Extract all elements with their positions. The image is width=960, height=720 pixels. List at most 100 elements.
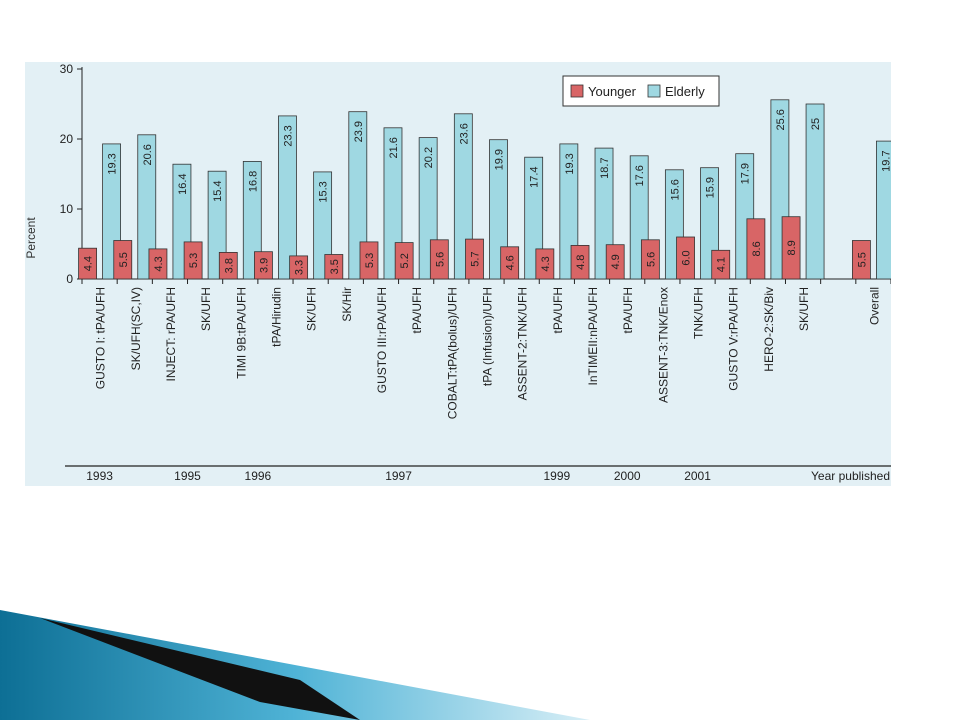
x-tick-label: GUSTO I: tPA/UFH [94, 287, 108, 389]
bottom-wedge-decoration [0, 610, 590, 720]
legend-label: Elderly [665, 84, 705, 99]
y-axis-label: Percent [25, 217, 38, 259]
data-label-elderly: 23.6 [458, 123, 470, 144]
bar-younger [711, 249, 731, 280]
x-tick-label: ASSENT-2:TNK/UFH [516, 287, 530, 400]
legend-box [562, 75, 720, 107]
wedge-dark [40, 618, 360, 720]
bar-elderly [489, 139, 508, 280]
x-tick-label: tPA/UFH [551, 287, 565, 333]
year-axis-title: Year published [811, 469, 890, 483]
bar-younger [676, 236, 695, 280]
wedge-light [0, 610, 590, 720]
bar-younger [289, 255, 309, 280]
data-label-elderly: 15.4 [212, 180, 224, 201]
bar-younger [465, 238, 484, 280]
bar-younger [113, 240, 133, 280]
data-label-elderly: 15.6 [669, 179, 681, 200]
data-label-elderly: 17.9 [740, 163, 752, 184]
data-label-younger: 8.6 [751, 241, 763, 256]
bar-elderly [278, 115, 297, 280]
data-label-younger: 5.6 [645, 252, 657, 267]
data-label-younger: 4.4 [83, 256, 95, 271]
data-label-younger: 4.6 [505, 255, 517, 270]
bars-group: 4.4 19.3 5.5 20.6 4.3 16.4 5.3 15.4 3.8 16.8 3.9 23… [78, 99, 895, 280]
data-label-elderly: 25.6 [775, 109, 787, 130]
data-label-elderly: 23.3 [282, 125, 294, 146]
bar-younger [148, 248, 168, 280]
data-label-younger: 5.6 [434, 252, 446, 267]
data-label-younger: 8.9 [786, 240, 798, 255]
legend: Younger Elderly [562, 75, 720, 107]
data-label-younger: 5.3 [188, 253, 200, 268]
y-tick-label: 0 [66, 272, 73, 286]
bar-younger [359, 241, 379, 280]
x-tick-label: INJECT: rPA/UFH [164, 287, 178, 381]
year-label: 1996 [245, 469, 272, 483]
data-label-younger: 4.8 [575, 255, 587, 270]
bar-younger [78, 247, 97, 280]
bar-younger [570, 244, 590, 280]
x-tick-label: InTIMEII:nPA/UFH [586, 287, 600, 385]
bar-younger [640, 239, 660, 280]
data-label-elderly: 19.3 [564, 153, 576, 174]
data-label-younger: 3.8 [223, 258, 235, 273]
data-label-elderly: 15.9 [705, 177, 717, 198]
legend-swatch [570, 84, 584, 98]
figure-panel: Percent 0 10 20 30 4.4 19.3 5.5 20.6 4.3 16.4 5.3… [24, 62, 895, 486]
legend-swatch [647, 84, 661, 98]
bar-younger [535, 248, 555, 280]
x-tick-label: SK/UFH [199, 287, 213, 331]
x-tick-label: tPA/UFH [410, 287, 424, 333]
x-tick-label: SK/UFH [797, 287, 811, 331]
bar-elderly [348, 111, 368, 280]
bar-younger [500, 246, 520, 280]
data-label-younger: 4.1 [716, 257, 728, 272]
bar-younger [394, 242, 414, 280]
data-label-younger: 4.3 [540, 256, 552, 271]
bar-younger [429, 239, 449, 280]
x-tick-label: tPA (Infusion)/UFH [481, 287, 495, 386]
data-label-elderly: 16.8 [247, 171, 259, 192]
data-label-younger: 5.7 [470, 251, 482, 266]
data-label-younger: 4.3 [153, 256, 165, 271]
legend-label: Younger [588, 84, 637, 99]
bar-younger [218, 251, 238, 280]
data-label-younger: 3.3 [294, 260, 306, 275]
x-tick-label: SK/UFH [305, 287, 319, 331]
data-label-younger: 3.5 [329, 259, 341, 274]
x-tick-label: tPA/Hirudin [269, 287, 283, 347]
bar-elderly [137, 134, 157, 280]
data-label-younger: 6.0 [681, 250, 693, 265]
x-tick-label: TIMI 9B:tPA/UFH [234, 287, 248, 379]
bar-elderly [242, 161, 262, 280]
bar-younger [781, 216, 801, 280]
bar-younger [254, 251, 273, 280]
data-label-younger: 5.2 [399, 253, 411, 268]
bar-younger [324, 254, 344, 280]
data-label-elderly: 17.4 [529, 166, 541, 187]
bar-chart: Percent 0 10 20 30 4.4 19.3 5.5 20.6 4.3 16.4 5.3… [24, 62, 895, 486]
data-label-elderly: 19.9 [494, 149, 506, 170]
x-tick-label: GUSTO V:rPA/UFH [727, 287, 741, 391]
data-label-younger: 3.9 [258, 258, 270, 273]
data-label-elderly: 18.7 [599, 157, 611, 178]
data-label-elderly: 15.3 [318, 181, 330, 202]
year-label: 2001 [684, 469, 711, 483]
year-axis: 1993 1995 1996 1997 1999 2000 2001 Year publish… [65, 465, 891, 483]
bar-younger [605, 244, 625, 280]
year-label: 1999 [543, 469, 570, 483]
bar-younger [746, 218, 766, 280]
x-tick-label: COBALT:tPA(bolus)/UFH [445, 287, 459, 419]
x-axis-labels: GUSTO I: tPA/UFH SK/UFH(SC,IV) INJECT: rPA… [81, 279, 892, 419]
x-tick-label: SK/Hir [340, 287, 354, 322]
y-tick-label: 10 [60, 202, 74, 216]
bar-elderly [383, 127, 403, 280]
data-label-elderly: 19.3 [107, 153, 119, 174]
x-tick-label: ASSENT-3:TNK/Enox [656, 287, 670, 403]
x-tick-label: GUSTO III:rPA/UFH [375, 287, 389, 393]
bar-elderly [313, 171, 333, 280]
x-tick-label: TNK/UFH [692, 287, 706, 339]
x-tick-label: SK/UFH(SC,IV) [129, 287, 143, 370]
bar-elderly [805, 103, 825, 280]
